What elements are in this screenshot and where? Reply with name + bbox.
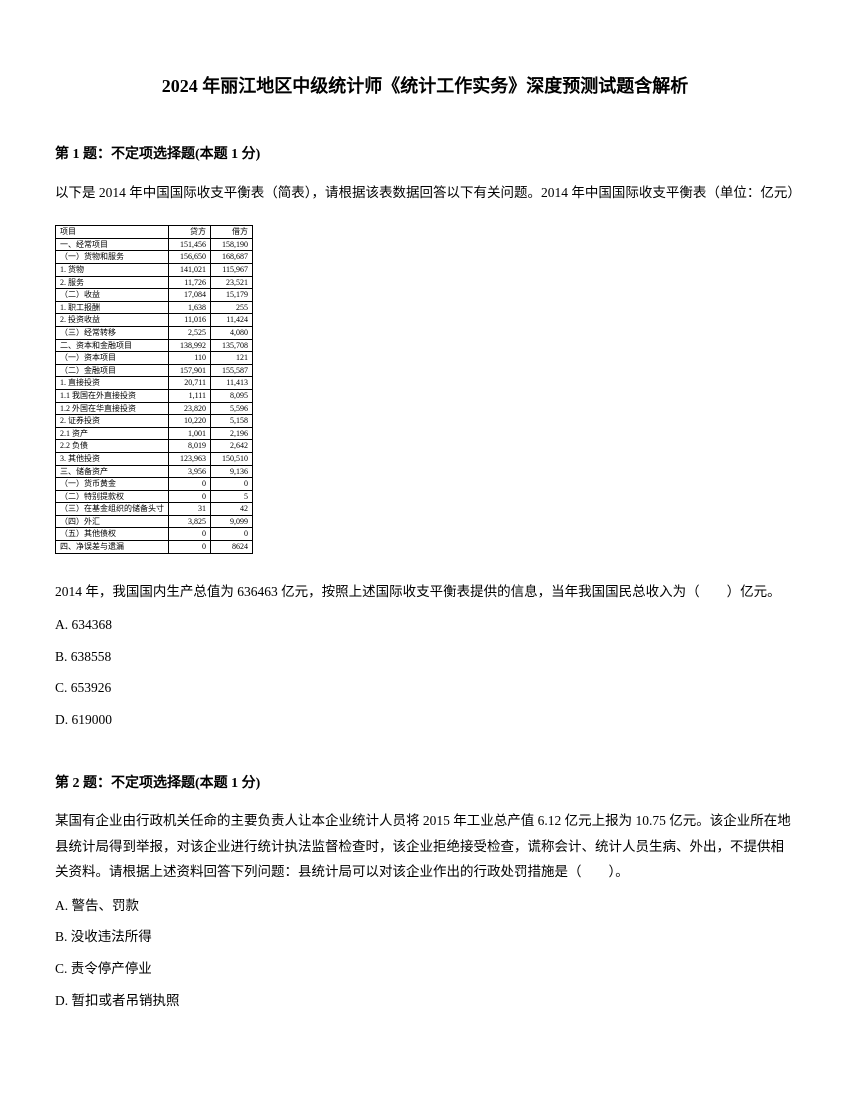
table-row-credit: 1,001 [169,427,211,440]
table-row-debit: 11,413 [211,377,253,390]
table-row-label: 3. 其他投资 [56,452,169,465]
table-row-label: 四、净误差与遗漏 [56,541,169,554]
table-row-label: 1.2 外国在华直接投资 [56,402,169,415]
table-row-label: 2.2 负债 [56,440,169,453]
table-row-credit: 17,084 [169,289,211,302]
q2-header: 第 2 题：不定项选择题(本题 1 分) [55,771,795,796]
table-row-credit: 1,111 [169,389,211,402]
q1-option-b: B. 638558 [55,646,795,668]
table-row-credit: 0 [169,490,211,503]
table-row-debit: 5,596 [211,402,253,415]
table-header-debit: 借方 [211,226,253,239]
table-row-credit: 0 [169,478,211,491]
table-row-label: 2. 服务 [56,276,169,289]
table-row-debit: 8624 [211,541,253,554]
table-row-credit: 11,726 [169,276,211,289]
table-row-credit: 1,638 [169,301,211,314]
q2-option-c: C. 责令停产停业 [55,958,795,980]
table-row-debit: 15,179 [211,289,253,302]
q2-option-b: B. 没收违法所得 [55,926,795,948]
table-row-credit: 2,525 [169,326,211,339]
table-row-debit: 121 [211,352,253,365]
table-row-debit: 5,158 [211,415,253,428]
table-row-credit: 8,019 [169,440,211,453]
table-row-credit: 23,820 [169,402,211,415]
table-row-debit: 2,642 [211,440,253,453]
table-row-debit: 255 [211,301,253,314]
table-row-label: 2.1 资产 [56,427,169,440]
table-row-label: 1. 职工报酬 [56,301,169,314]
table-row-credit: 151,456 [169,238,211,251]
q1-header: 第 1 题：不定项选择题(本题 1 分) [55,142,795,167]
q1-options: A. 634368 B. 638558 C. 653926 D. 619000 [55,614,795,730]
q2-option-d: D. 暂扣或者吊销执照 [55,990,795,1012]
q1-question: 2014 年，我国国内生产总值为 636463 亿元，按照上述国际收支平衡表提供… [55,579,795,605]
table-row-debit: 4,080 [211,326,253,339]
table-row-label: 二、资本和金融项目 [56,339,169,352]
table-row-debit: 158,190 [211,238,253,251]
table-row-label: 1. 直接投资 [56,377,169,390]
table-row-label: 2. 投资收益 [56,314,169,327]
document-title: 2024 年丽江地区中级统计师《统计工作实务》深度预测试题含解析 [55,70,795,102]
table-row-debit: 115,967 [211,264,253,277]
table-row-credit: 110 [169,352,211,365]
table-row-label: （五）其他债权 [56,528,169,541]
table-row-label: （一）资本项目 [56,352,169,365]
table-row-label: （二）特别提款权 [56,490,169,503]
table-header-credit: 贷方 [169,226,211,239]
q1-option-d: D. 619000 [55,709,795,731]
q1-option-a: A. 634368 [55,614,795,636]
table-row-credit: 0 [169,528,211,541]
table-row-credit: 138,992 [169,339,211,352]
q1-option-c: C. 653926 [55,677,795,699]
table-row-debit: 8,095 [211,389,253,402]
table-row-debit: 2,196 [211,427,253,440]
table-row-label: 1.1 我国在外直接投资 [56,389,169,402]
table-row-label: （二）收益 [56,289,169,302]
q2-option-a: A. 警告、罚款 [55,895,795,917]
table-row-debit: 23,521 [211,276,253,289]
table-row-credit: 0 [169,541,211,554]
table-row-credit: 31 [169,503,211,516]
table-row-label: （一）货币黄金 [56,478,169,491]
table-row-label: （一）货物和服务 [56,251,169,264]
table-row-credit: 123,963 [169,452,211,465]
table-row-debit: 5 [211,490,253,503]
table-row-label: （二）金融项目 [56,364,169,377]
bop-table: 项目 贷方 借方 一、经常项目151,456158,190 （一）货物和服务156… [55,225,253,553]
table-row-credit: 156,650 [169,251,211,264]
table-row-credit: 10,220 [169,415,211,428]
table-row-credit: 157,901 [169,364,211,377]
table-row-debit: 9,136 [211,465,253,478]
table-row-label: 一、经常项目 [56,238,169,251]
table-row-credit: 141,021 [169,264,211,277]
table-row-credit: 3,825 [169,515,211,528]
table-row-credit: 3,956 [169,465,211,478]
table-row-credit: 20,711 [169,377,211,390]
table-row-label: 1. 货物 [56,264,169,277]
table-row-debit: 150,510 [211,452,253,465]
table-row-debit: 11,424 [211,314,253,327]
q1-intro: 以下是 2014 年中国国际收支平衡表（简表），请根据该表数据回答以下有关问题。… [55,180,795,206]
table-row-debit: 9,099 [211,515,253,528]
table-row-debit: 0 [211,478,253,491]
table-row-label: （四）外汇 [56,515,169,528]
table-row-credit: 11,016 [169,314,211,327]
table-row-debit: 168,687 [211,251,253,264]
bop-table-container: 项目 贷方 借方 一、经常项目151,456158,190 （一）货物和服务156… [55,225,795,553]
table-row-debit: 155,587 [211,364,253,377]
table-row-debit: 42 [211,503,253,516]
table-row-label: 三、储备资产 [56,465,169,478]
table-row-label: （三）经常转移 [56,326,169,339]
q2-options: A. 警告、罚款 B. 没收违法所得 C. 责令停产停业 D. 暂扣或者吊销执照 [55,895,795,1011]
table-row-debit: 0 [211,528,253,541]
table-row-label: （三）在基金组织的储备头寸 [56,503,169,516]
table-header-item: 项目 [56,226,169,239]
table-row-debit: 135,708 [211,339,253,352]
q2-question: 某国有企业由行政机关任命的主要负责人让本企业统计人员将 2015 年工业总产值 … [55,808,795,885]
table-row-label: 2. 证券投资 [56,415,169,428]
